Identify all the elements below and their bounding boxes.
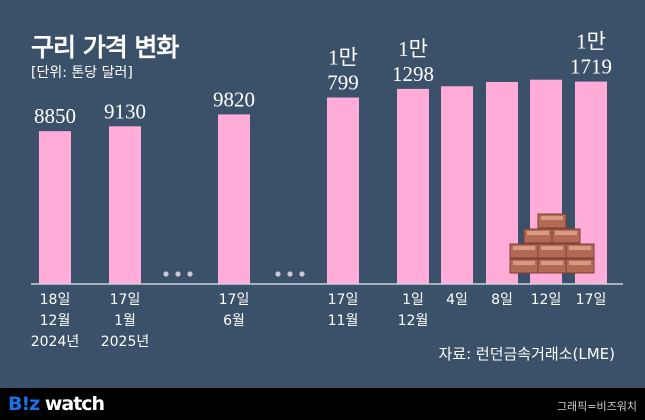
data-label: 1719	[570, 55, 612, 79]
gap-dot	[299, 271, 305, 277]
bar	[327, 97, 359, 285]
data-label: 8850	[34, 104, 76, 128]
x-tick-label: 17일	[328, 292, 359, 308]
x-tick-label: 17일	[110, 292, 141, 308]
data-label: 799	[327, 70, 359, 94]
copper-ingot-highlight	[541, 216, 563, 220]
x-tick-label: 18일	[40, 292, 71, 308]
data-label: 9130	[104, 99, 146, 123]
gap-dot	[275, 271, 281, 277]
data-label: 1만	[398, 37, 428, 61]
bar	[218, 114, 250, 284]
copper-ingot-highlight	[541, 261, 563, 265]
x-tick-label: 8일	[491, 292, 513, 308]
copper-ingot-highlight	[569, 261, 591, 265]
x-tick-label: 1월	[114, 313, 136, 329]
source-note: 자료: 런던금속거래소(LME)	[438, 345, 615, 363]
copper-ingot-highlight	[555, 231, 577, 235]
copper-ingot-highlight	[513, 246, 535, 250]
bar	[109, 126, 141, 285]
copper-ingot-highlight	[569, 246, 591, 250]
x-tick-label: 12월	[398, 313, 429, 329]
x-tick-label: 17일	[576, 292, 607, 308]
x-tick-label: 12일	[531, 292, 562, 308]
graphic-credit: 그래픽=비즈워치	[556, 400, 637, 413]
x-tick-label: 12월	[40, 313, 71, 329]
data-label: 1298	[392, 62, 434, 86]
x-tick-label: 2025년	[101, 334, 150, 350]
data-label: 9820	[213, 87, 255, 111]
bizwatch-logo: B!z watch	[8, 393, 105, 415]
x-tick-label: 6월	[223, 313, 245, 329]
gap-dot	[175, 271, 181, 277]
bar-chart: 8850 18일 12월 2024년 9130 17일 1월 2025년 9820 17일 6월 1만…	[31, 30, 623, 350]
gap-dot	[163, 271, 169, 277]
gap-dot	[287, 271, 293, 277]
bar	[397, 88, 429, 284]
unit-label: [단위: 톤당 달러]	[31, 65, 133, 81]
x-tick-label: 1일	[402, 292, 424, 308]
copper-ingot-highlight	[527, 231, 549, 235]
copper-ingot-highlight	[541, 246, 563, 250]
chart-title: 구리 가격 변화	[31, 33, 179, 62]
bar	[39, 131, 71, 284]
data-label: 1만	[328, 45, 358, 69]
x-tick-label: 11월	[328, 313, 359, 329]
x-tick-label: 2024년	[31, 334, 80, 350]
data-label: 1만	[576, 30, 606, 54]
copper-ingot-highlight	[513, 261, 535, 265]
footer: B!z watch 그래픽=비즈워치	[0, 388, 645, 420]
x-tick-label: 17일	[219, 292, 250, 308]
gap-dot	[187, 271, 193, 277]
x-tick-label: 4일	[446, 292, 468, 308]
bar	[441, 86, 473, 285]
